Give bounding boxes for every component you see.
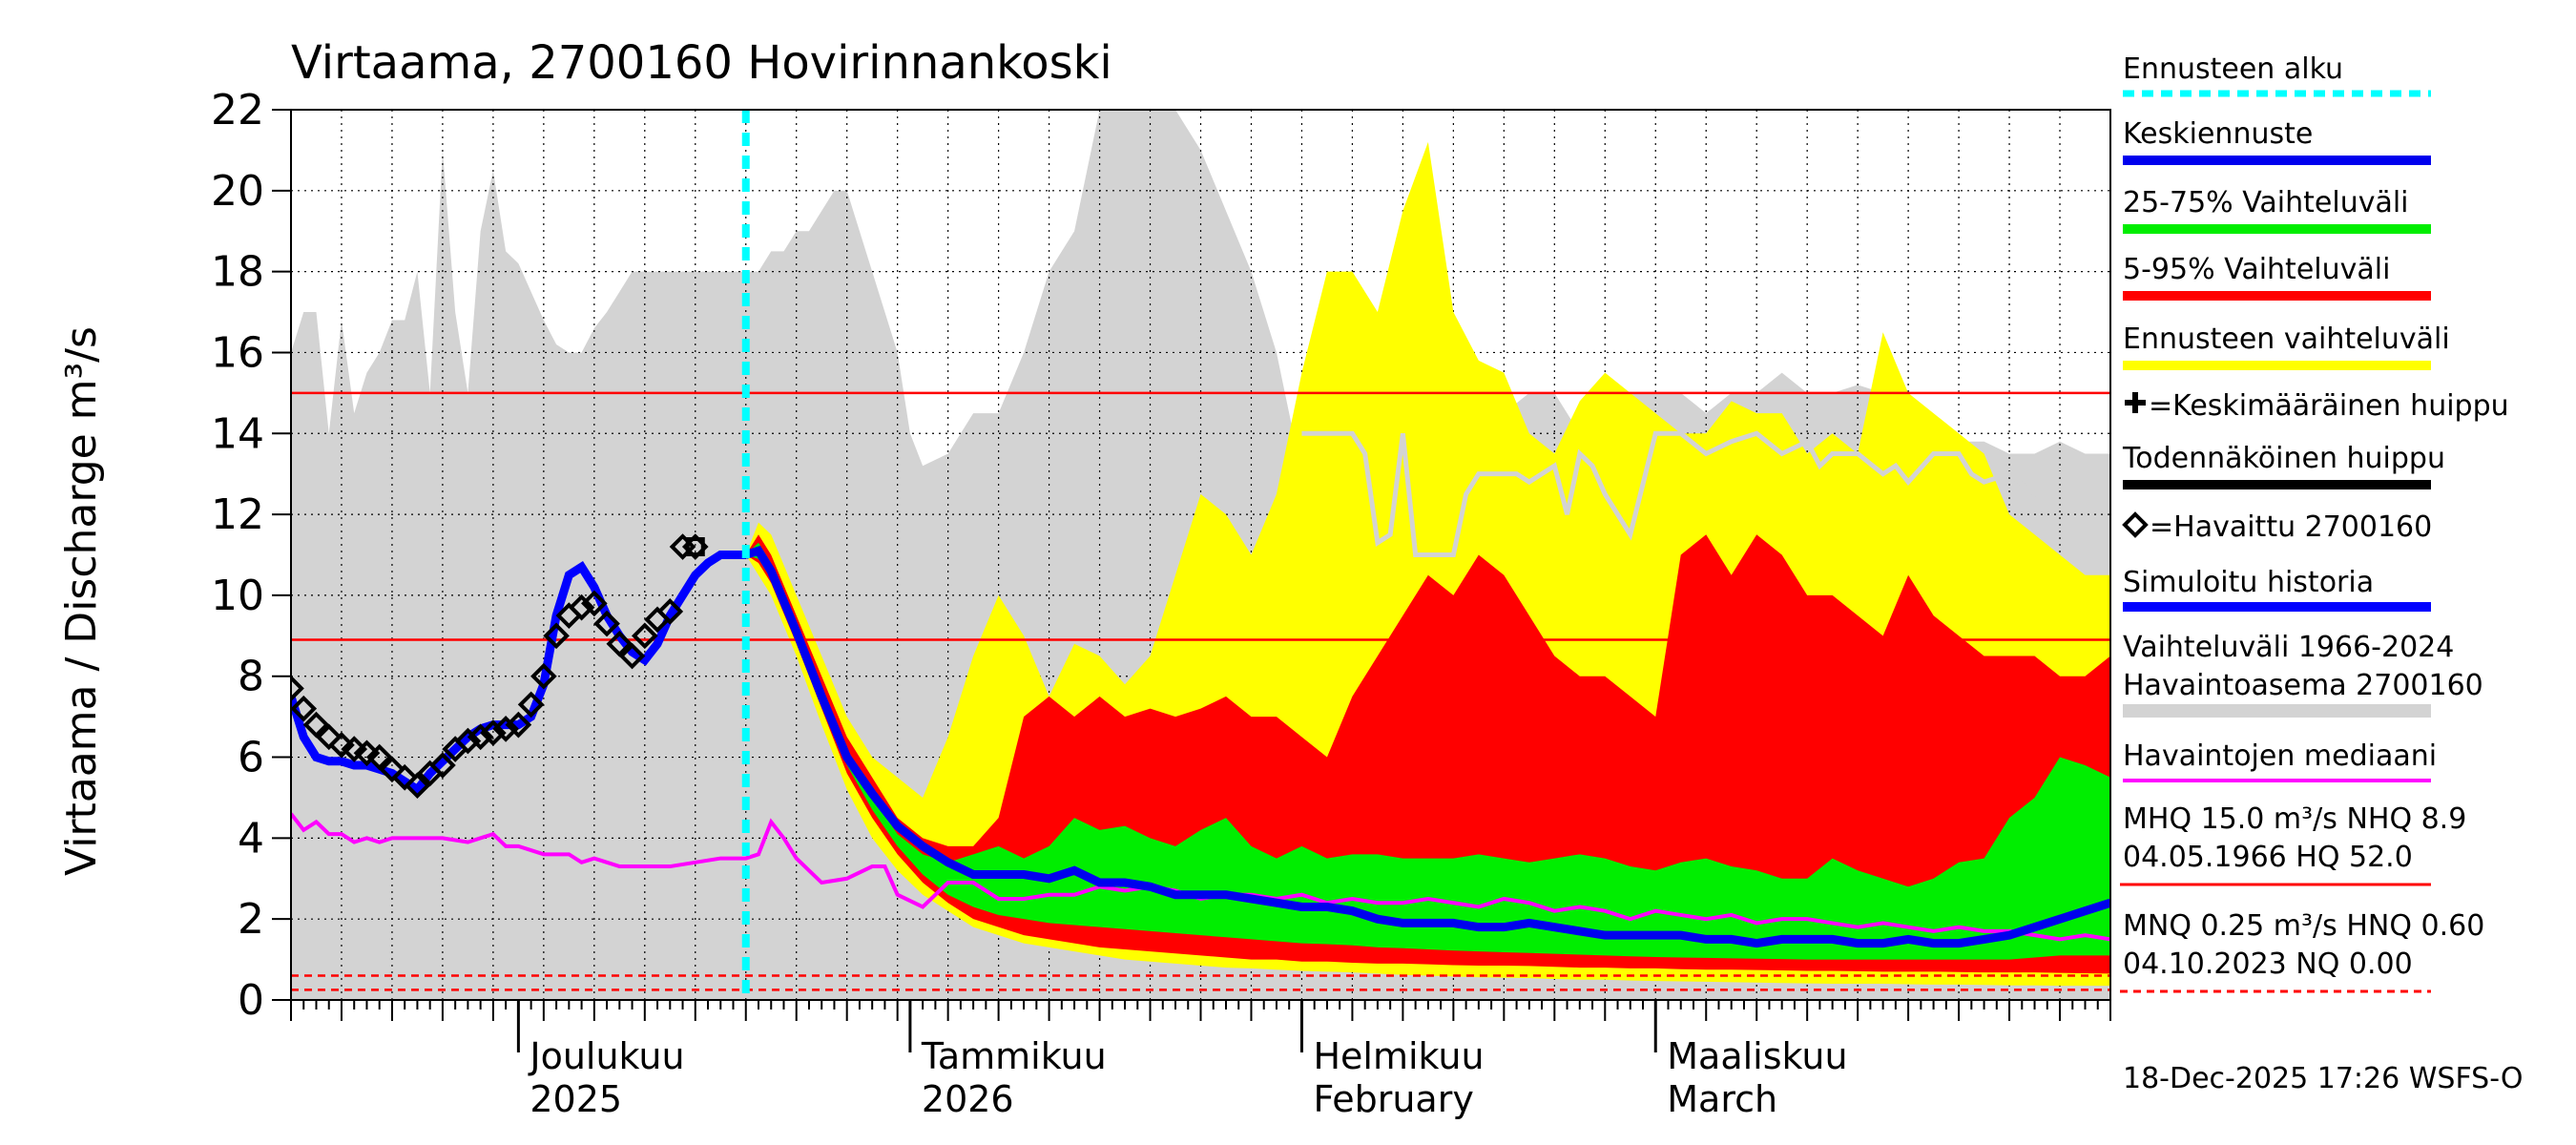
legend-label-p5: 5-95% Vaihteluväli <box>2123 253 2390 286</box>
month-label-line1: Helmikuu <box>1313 1035 1484 1077</box>
month-label-line1: Joulukuu <box>528 1035 684 1077</box>
month-label-line2: 2025 <box>530 1078 622 1120</box>
stats-line-1: MHQ 15.0 m³/s NHQ 8.9 <box>2123 802 2466 836</box>
observed-point <box>543 622 570 650</box>
band-p25-75 <box>745 542 2110 960</box>
month-label-line2: February <box>1313 1078 1473 1120</box>
legend-label-probpeak: Todennäköinen huippu <box>2122 442 2445 475</box>
legend-label-observed: =Havaittu 2700160 <box>2150 510 2432 544</box>
y-tick-label: 8 <box>238 653 264 701</box>
observed-point <box>581 590 608 617</box>
y-tick-label: 20 <box>211 167 264 216</box>
y-tick-label: 0 <box>238 976 264 1025</box>
month-label-line1: Tammikuu <box>921 1035 1107 1077</box>
plot-area <box>290 109 2111 1052</box>
legend-label-hist2: Havaintoasema 2700160 <box>2123 669 2483 702</box>
month-label-line2: March <box>1667 1078 1777 1120</box>
observed-point <box>656 598 684 625</box>
y-tick-label: 4 <box>238 814 264 863</box>
observed-point <box>631 622 658 650</box>
legend-label-mean: Keskiennuste <box>2123 117 2313 151</box>
observed-last-marker <box>685 537 705 557</box>
observed-point <box>404 772 431 800</box>
stats-line-4: 04.10.2023 NQ 0.00 <box>2123 947 2413 981</box>
legend-label-start: Ennusteen alku <box>2123 52 2343 86</box>
legend-label-sim: Simuloitu historia <box>2123 566 2374 599</box>
observed-point <box>391 763 419 791</box>
y-tick-label: 12 <box>211 490 264 539</box>
observed-point <box>291 695 318 722</box>
month-label-line2: 2026 <box>922 1078 1014 1120</box>
history-mean-line <box>1301 430 2110 557</box>
observed-point <box>454 727 482 755</box>
observed-point <box>568 593 595 621</box>
observed-point <box>315 723 343 751</box>
legend: Ennusteen alku Keskiennuste 25-75% Vaihtel… <box>2122 52 2509 782</box>
observed-point <box>517 691 545 718</box>
observed-point <box>492 716 519 742</box>
legend-plus-icon <box>2125 392 2146 413</box>
observed-point <box>467 723 494 751</box>
observed-point <box>365 743 393 771</box>
observed-point <box>302 711 330 739</box>
footer-timestamp: 18-Dec-2025 17:26 WSFS-O <box>2123 1062 2524 1095</box>
y-tick-label: 16 <box>211 328 264 377</box>
statistics-box: MHQ 15.0 m³/s NHQ 8.9 04.05.1966 HQ 52.0… <box>2120 802 2484 993</box>
y-tick-label: 10 <box>211 572 264 620</box>
legend-label-p25: 25-75% Vaihteluväli <box>2123 186 2409 219</box>
month-label-line1: Maaliskuu <box>1667 1035 1847 1077</box>
median-line <box>291 812 2110 942</box>
stats-line-2: 04.05.1966 HQ 52.0 <box>2123 841 2413 874</box>
y-axis-label: Virtaama / Discharge m³/s <box>57 326 106 876</box>
y-tick-label: 14 <box>211 409 264 458</box>
plot-content <box>291 110 2110 1000</box>
observed-point <box>291 675 304 702</box>
stats-line-3: MNQ 0.25 m³/s HNQ 0.60 <box>2123 909 2484 943</box>
observed-point <box>593 610 620 637</box>
observed-point <box>530 662 557 690</box>
mean-forecast-line <box>744 545 2110 948</box>
y-tick-label: 18 <box>211 248 264 297</box>
observed-point <box>618 642 646 670</box>
legend-diamond-icon <box>2122 511 2149 538</box>
legend-label-avgpeak: =Keskimääräinen huippu <box>2149 389 2509 423</box>
legend-label-range: Ennusteen vaihteluväli <box>2123 323 2450 356</box>
observed-point <box>505 711 532 739</box>
y-tick-label: 22 <box>211 86 264 135</box>
observed-point <box>429 752 456 779</box>
y-tick-label: 6 <box>238 734 264 782</box>
y-tick-label: 2 <box>238 895 264 944</box>
y-tick-labels: 0 2 4 6 8 10 12 14 16 18 20 22 <box>211 86 291 1025</box>
observed-point <box>379 756 405 783</box>
chart-title: Virtaama, 2700160 Hovirinnankoski <box>291 36 1112 90</box>
legend-label-hist1: Vaihteluväli 1966-2024 <box>2123 631 2454 664</box>
observed-point <box>606 630 634 657</box>
legend-label-med: Havaintojen mediaani <box>2123 739 2437 773</box>
observed-point <box>480 719 507 746</box>
